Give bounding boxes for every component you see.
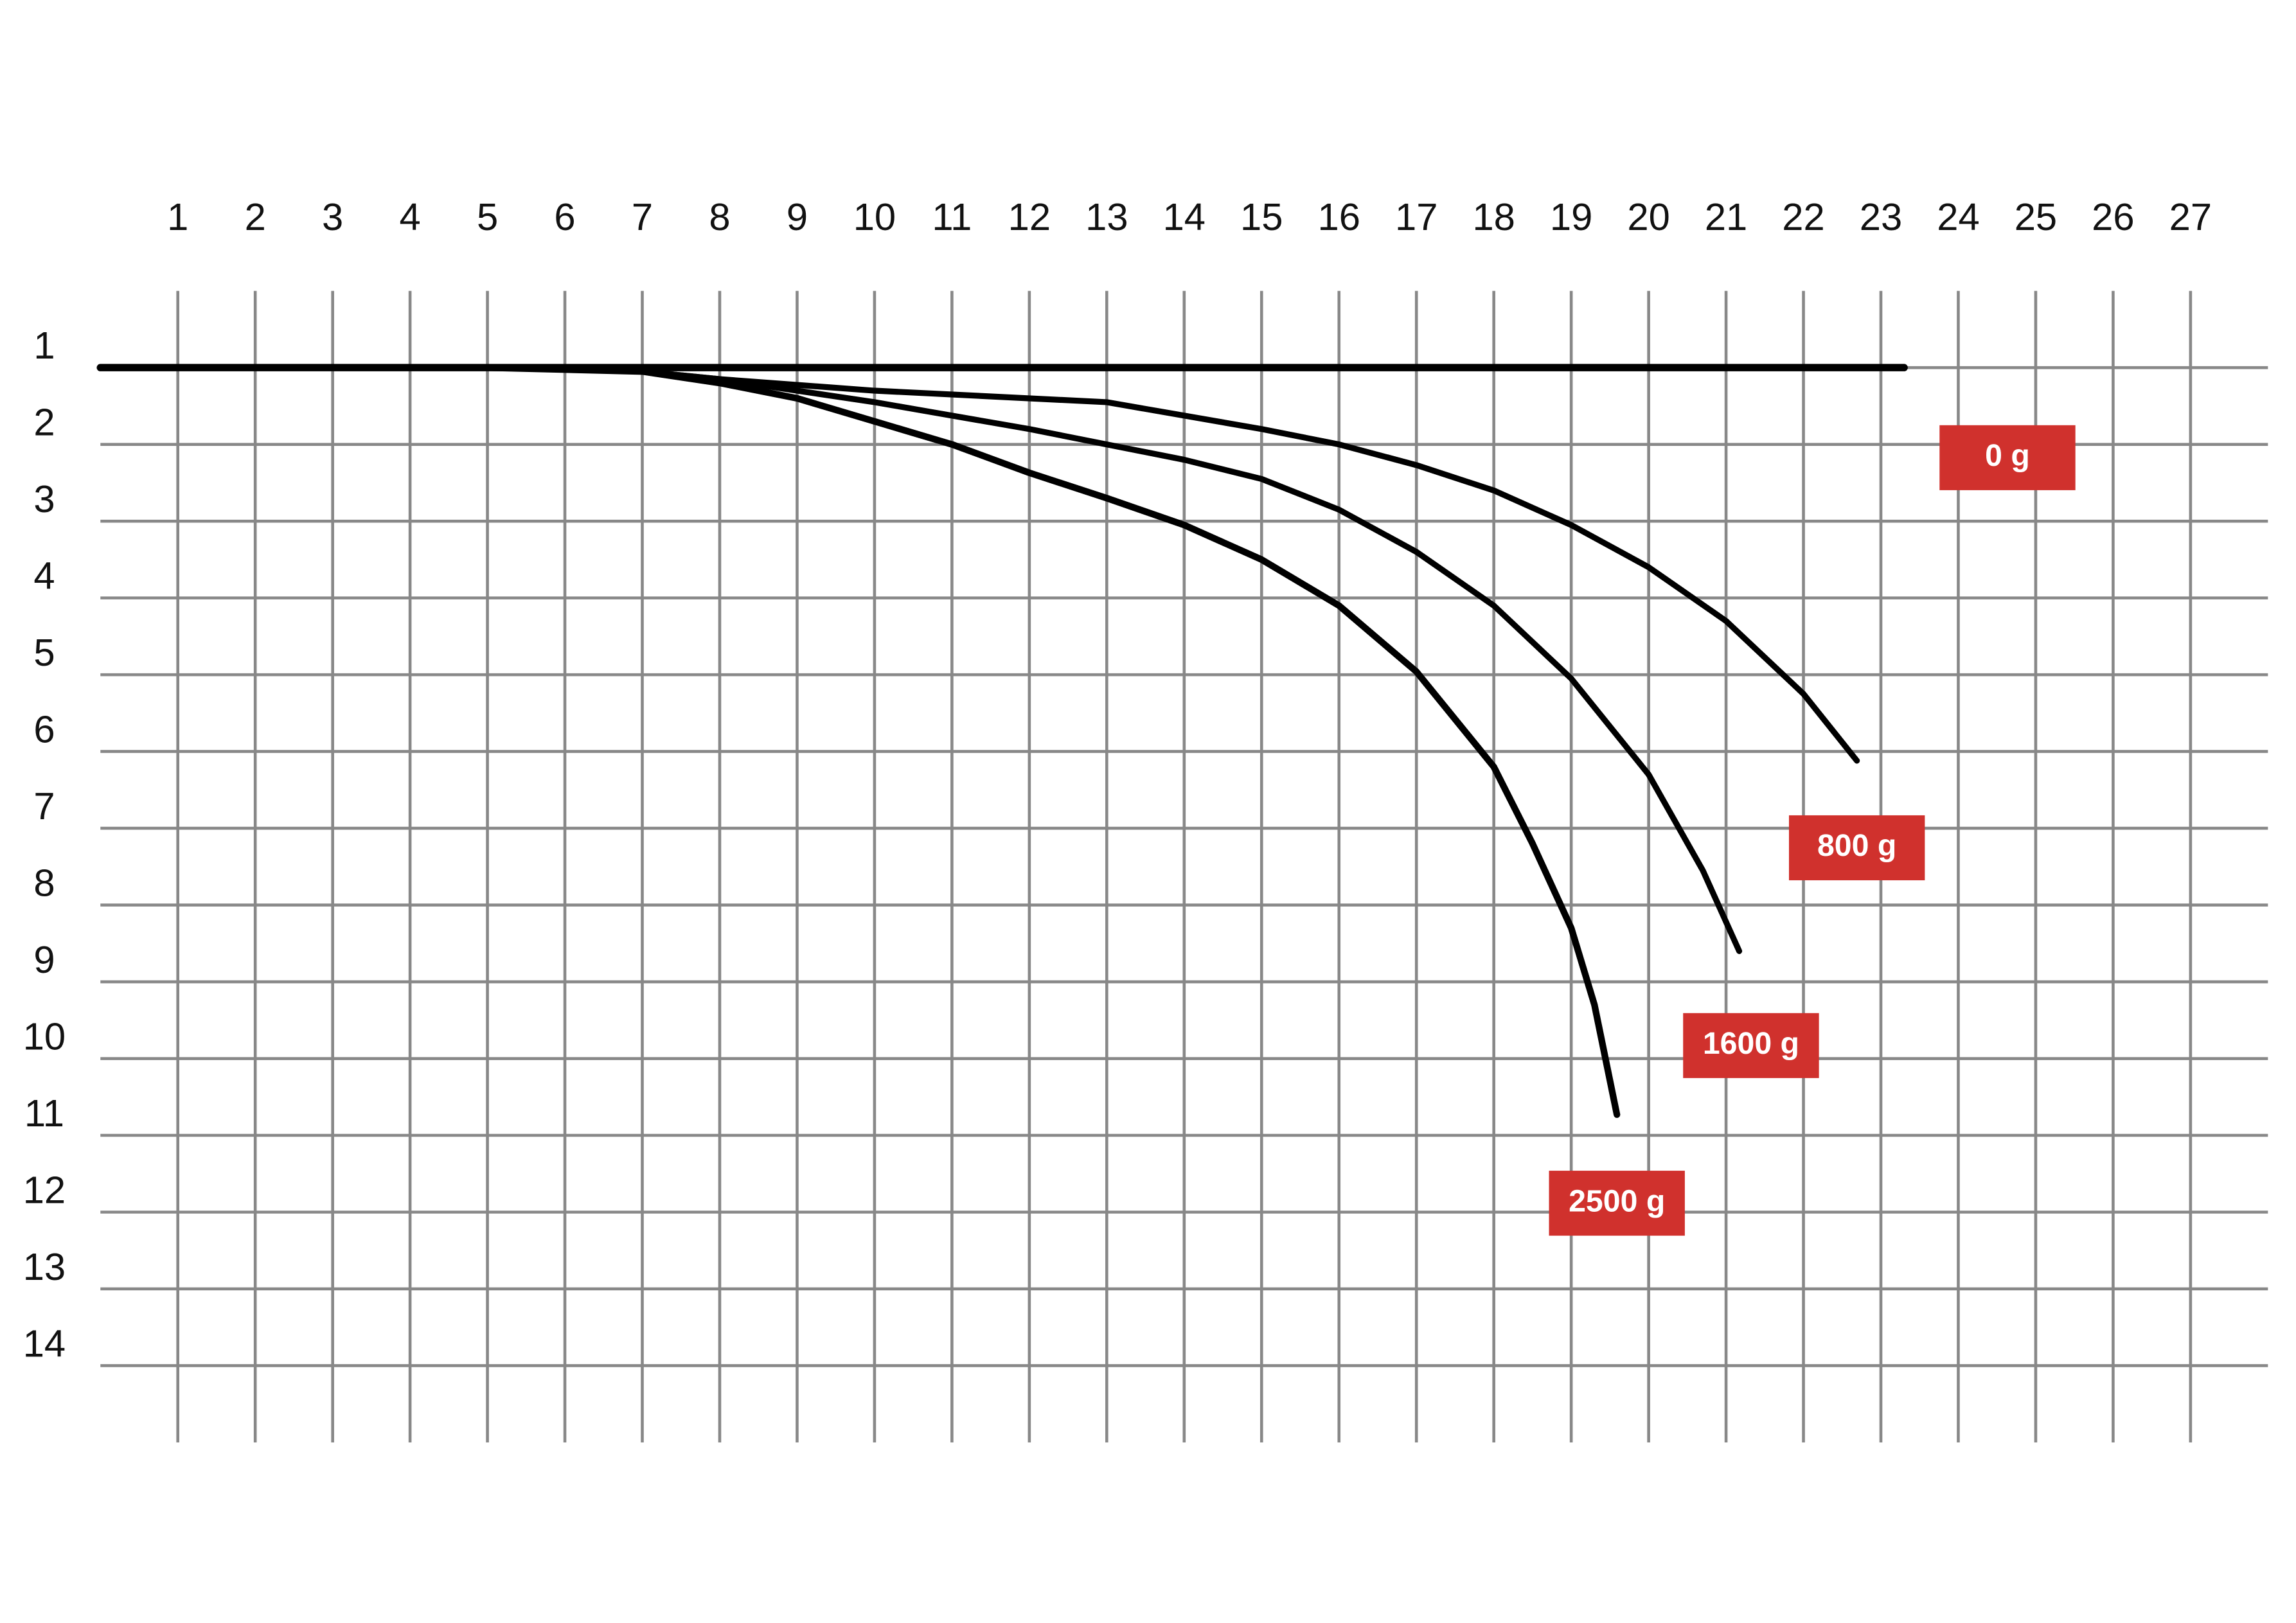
y-tick-label: 13 (23, 1245, 66, 1288)
y-tick-label: 14 (23, 1322, 66, 1365)
y-tick-label: 12 (23, 1168, 66, 1211)
x-tick-label: 14 (1163, 195, 1206, 238)
legend-entry: 2500 g (1549, 1171, 1685, 1236)
x-tick-label: 12 (1008, 195, 1051, 238)
x-tick-label: 20 (1627, 195, 1669, 238)
label-box (1683, 1013, 1819, 1078)
x-tick-label: 13 (1085, 195, 1128, 238)
label-box (1788, 815, 1925, 881)
x-tick-label: 2 (245, 195, 266, 238)
y-tick-label: 7 (33, 785, 55, 828)
label-box (1549, 1171, 1685, 1236)
x-tick-label: 25 (2015, 195, 2057, 238)
y-tick-label: 6 (33, 708, 55, 751)
x-tick-label: 26 (2092, 195, 2134, 238)
x-tick-label: 22 (1782, 195, 1824, 238)
legend-label: 2500 g (1569, 1184, 1665, 1218)
x-tick-label: 23 (1860, 195, 1902, 238)
legend-label: 800 g (1817, 828, 1896, 863)
x-tick-label: 8 (709, 195, 730, 238)
x-tick-label: 17 (1395, 195, 1437, 238)
y-tick-label: 3 (33, 477, 55, 520)
legend-label: 0 g (1985, 438, 2030, 473)
y-tick-label: 1 (33, 324, 55, 367)
y-tick-label: 5 (33, 631, 55, 674)
label-box (1939, 425, 2076, 490)
x-tick-label: 5 (477, 195, 498, 238)
legend-entry: 800 g (1788, 815, 1925, 881)
curve (97, 364, 1621, 1118)
y-tick-label: 11 (24, 1092, 64, 1135)
x-tick-label: 15 (1240, 195, 1283, 238)
x-tick-label: 6 (554, 195, 575, 238)
y-tick-label: 8 (33, 861, 55, 904)
x-tick-label: 3 (322, 195, 343, 238)
x-tick-label: 19 (1550, 195, 1592, 238)
x-tick-label: 21 (1705, 195, 1747, 238)
x-tick-label: 18 (1472, 195, 1515, 238)
x-tick-label: 9 (787, 195, 808, 238)
x-tick-label: 10 (853, 195, 896, 238)
x-tick-label: 4 (400, 195, 421, 238)
x-tick-label: 16 (1318, 195, 1360, 238)
y-tick-label: 2 (33, 401, 55, 444)
x-tick-label: 24 (1937, 195, 1979, 238)
y-tick-label: 9 (33, 938, 55, 981)
legend-entry: 1600 g (1683, 1013, 1819, 1078)
x-tick-label: 7 (632, 195, 653, 238)
legend-label: 1600 g (1703, 1026, 1799, 1061)
legend-entry: 0 g (1939, 425, 2076, 490)
y-tick-label: 4 (33, 554, 55, 598)
y-tick-label: 10 (23, 1015, 66, 1058)
x-tick-label: 11 (932, 195, 972, 238)
x-tick-label: 1 (167, 195, 188, 238)
x-tick-label: 27 (2169, 195, 2212, 238)
